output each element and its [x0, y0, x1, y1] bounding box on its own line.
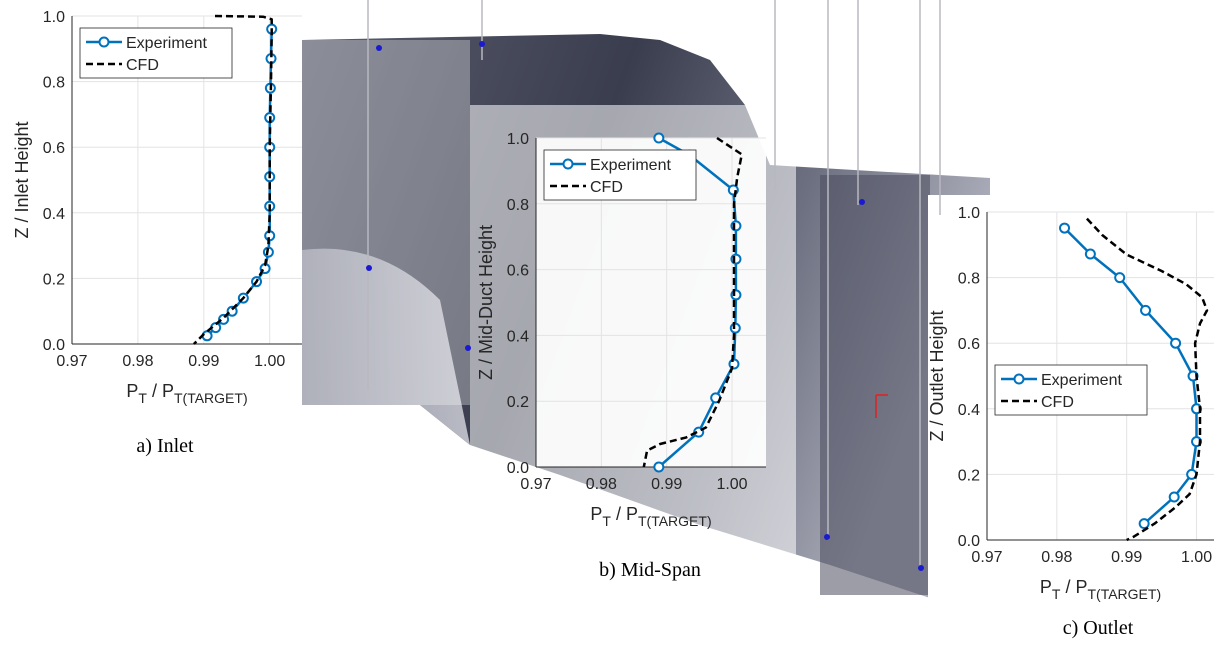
x-axis-label-part: T(TARGET): [1087, 586, 1161, 602]
x-axis-label: PT / PT(TARGET): [126, 381, 247, 406]
x-tick-label: 0.98: [586, 476, 617, 493]
y-tick-label: 0.8: [507, 197, 529, 214]
x-tick-label: 0.97: [971, 549, 1002, 566]
x-tick-label: 0.99: [1111, 549, 1142, 566]
y-tick-label: 0.6: [507, 263, 529, 280]
data-point: [729, 322, 741, 334]
x-axis-label-part: T(TARGET): [638, 513, 712, 529]
y-tick-label: 0.2: [958, 467, 980, 484]
legend-label: Experiment: [1041, 372, 1122, 389]
x-axis-label-part: / P: [1060, 577, 1087, 597]
y-tick-label: 0.4: [507, 328, 529, 345]
legend-marker: [98, 36, 110, 48]
legend-label: Experiment: [590, 157, 671, 174]
chart: 0.0 0.2 0.4 0.6 0.8 1.0 0.97 0.98 0.99 1.00 Z / Mi…: [476, 131, 766, 581]
x-axis-label-part: T: [1052, 586, 1061, 602]
x-axis-label: PT / PT(TARGET): [1040, 577, 1161, 602]
legend-box: [543, 149, 697, 201]
y-tick-label: 0.8: [43, 75, 65, 92]
y-tick-label: 0.2: [43, 271, 65, 288]
x-axis-label-part: / P: [611, 504, 638, 524]
x-tick-label: 0.97: [520, 476, 551, 493]
x-tick-label: 0.99: [188, 353, 219, 370]
x-tick-label: 0.99: [651, 476, 682, 493]
x-tick-label: 0.97: [56, 353, 87, 370]
legend-label: CFD: [126, 57, 159, 74]
series-line: [642, 136, 744, 468]
caption: a) Inlet: [136, 435, 194, 457]
data-point: [1114, 272, 1126, 284]
x-tick-label: 1.00: [254, 353, 285, 370]
y-tick-label: 0.6: [958, 336, 980, 353]
y-tick-label: 0.0: [958, 533, 980, 550]
axis-triad: [875, 394, 888, 418]
x-axis-label-part: P: [590, 504, 602, 524]
data-point: [1170, 337, 1182, 349]
data-point: [1059, 222, 1071, 234]
series-line: [1085, 217, 1209, 542]
overlay: [302, 40, 470, 405]
x-axis-label-part: T: [602, 513, 611, 529]
y-tick-label: 0.6: [43, 140, 65, 157]
x-tick-label: 1.00: [1181, 549, 1212, 566]
y-tick-label: 0.4: [43, 206, 65, 223]
data-point: [1084, 248, 1096, 260]
y-tick-label: 0.8: [958, 271, 980, 288]
legend-marker: [1013, 373, 1025, 385]
duct-lower: [302, 248, 470, 445]
data-point: [653, 132, 665, 144]
x-axis-label-part: T: [138, 390, 147, 406]
y-tick-label: 0.2: [507, 394, 529, 411]
y-tick-label: 1.0: [43, 9, 65, 26]
probe-markers: [366, 41, 924, 571]
caption: b) Mid-Span: [599, 559, 701, 581]
data-point: [1140, 304, 1152, 316]
legend-marker: [562, 158, 574, 170]
y-tick-label: 0.4: [958, 402, 980, 419]
y-tick-label: 1.0: [958, 205, 980, 222]
x-tick-label: 0.98: [1041, 549, 1072, 566]
caption: c) Outlet: [1063, 617, 1134, 639]
legend-label: CFD: [590, 179, 623, 196]
series-line: [193, 14, 273, 345]
duct-face: [820, 175, 930, 595]
legend-label: CFD: [1041, 394, 1074, 411]
data-point: [653, 461, 665, 473]
x-axis-label-part: P: [126, 381, 138, 401]
data-point: [226, 305, 238, 317]
y-tick-label: 0.0: [507, 460, 529, 477]
legend-box: [79, 27, 233, 79]
data-point: [1138, 518, 1150, 530]
y-tick-label: 1.0: [507, 131, 529, 148]
x-axis-label: PT / PT(TARGET): [590, 504, 711, 529]
y-axis-label: Z / Mid-Duct Height: [476, 225, 496, 380]
legend-label: Experiment: [126, 35, 207, 52]
chart: 0.0 0.2 0.4 0.6 0.8 1.0 0.97 0.98 0.99 1.00 Z / Ou…: [927, 205, 1214, 639]
y-axis-label: Z / Outlet Height: [927, 310, 947, 441]
data-point: [1168, 491, 1180, 503]
x-tick-label: 0.98: [122, 353, 153, 370]
chart: 0.0 0.2 0.4 0.6 0.8 1.0 0.97 0.98 0.99 1.00 Z / In…: [12, 9, 302, 457]
y-tick-label: 0.0: [43, 337, 65, 354]
probe-lines: [367, 0, 941, 570]
x-axis-label-part: P: [1040, 577, 1052, 597]
x-axis-label-part: T(TARGET): [174, 390, 248, 406]
x-tick-label: 1.00: [716, 476, 747, 493]
x-axis-label-part: / P: [147, 381, 174, 401]
y-axis-label: Z / Inlet Height: [12, 121, 32, 238]
legend-box: [994, 364, 1148, 416]
